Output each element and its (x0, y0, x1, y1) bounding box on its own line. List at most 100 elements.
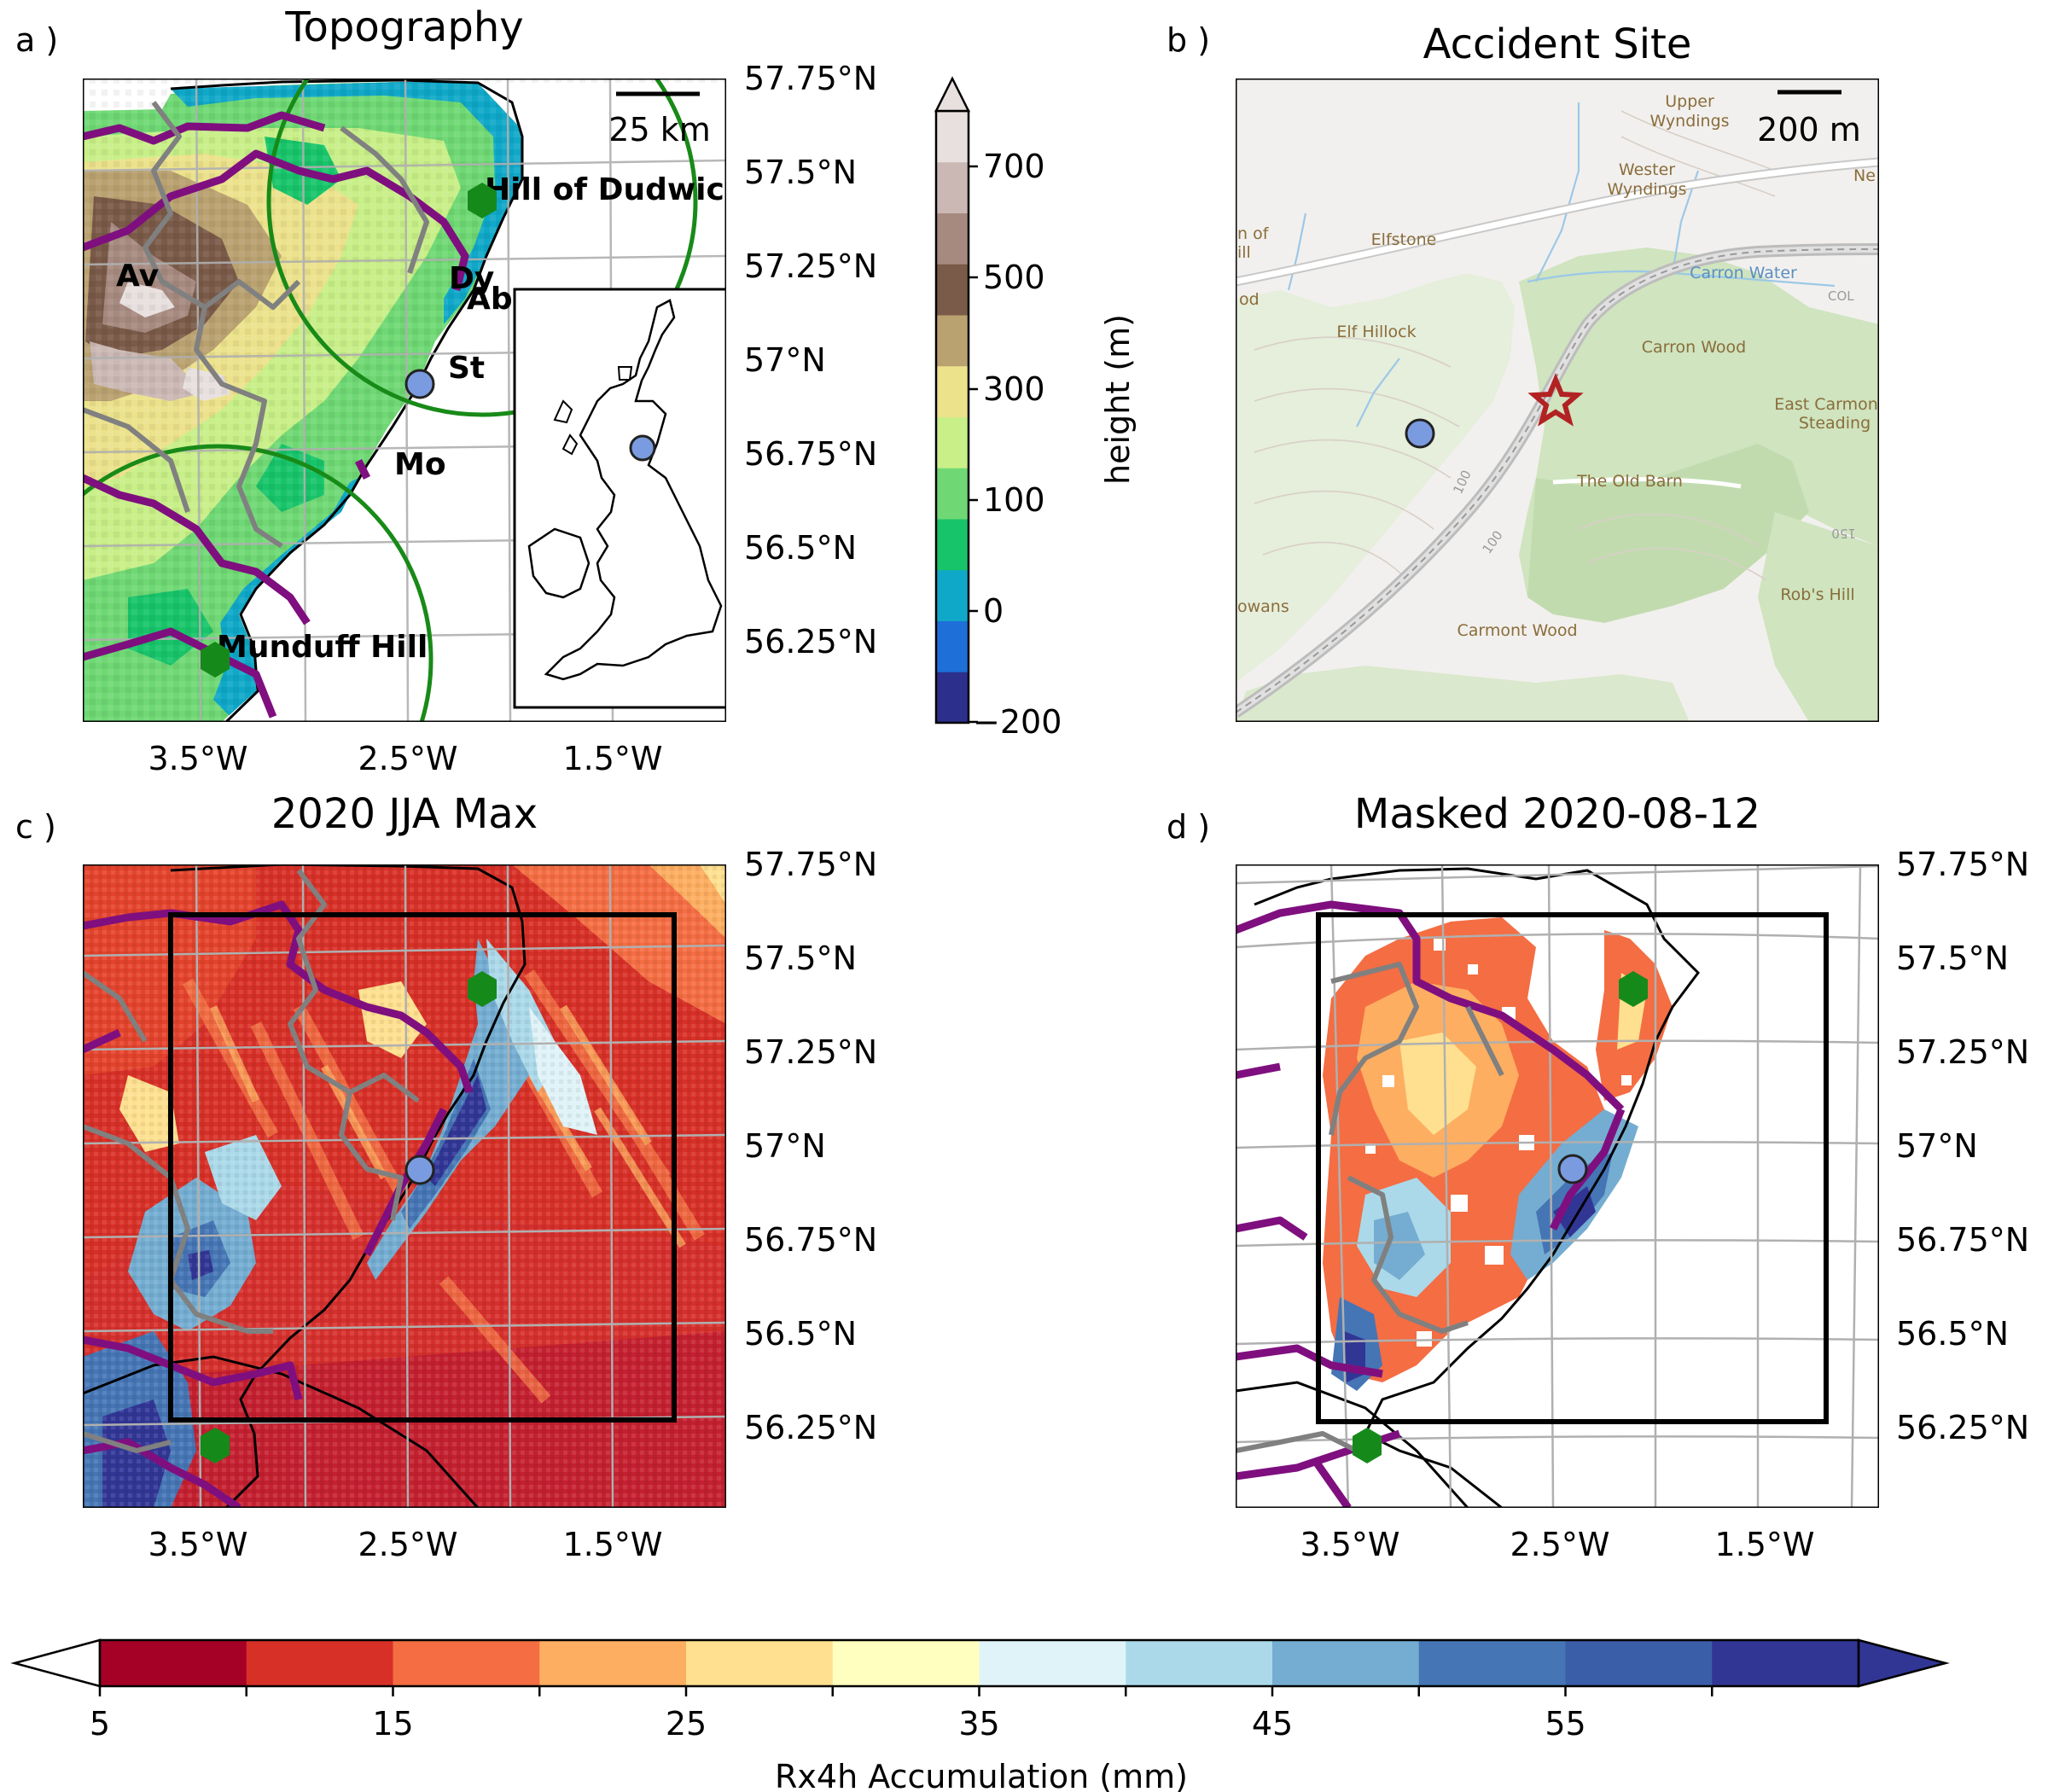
scalebar-label-b: 200 m (1757, 111, 1861, 148)
place-label-mo: Mo (394, 447, 446, 482)
lat-tick-c-4: 56.75°N (744, 1221, 877, 1259)
map-label-of: n of (1237, 224, 1270, 243)
lat-tick-a-2: 57.25°N (744, 247, 877, 285)
lon-ticks-d: 3.5°W 2.5°W 1.5°W (1300, 1526, 1814, 1563)
lat-tick-c-3: 57°N (744, 1127, 826, 1165)
map-label-carron-water: Carron Water (1690, 264, 1797, 282)
lat-tick-d-4: 56.75°N (1896, 1221, 2029, 1259)
rx4h-colorbar-extend-min (10, 1638, 102, 1688)
height-tick-3: 100 (983, 481, 1045, 519)
hill-marker-munduff-d (1353, 1428, 1382, 1463)
map-label-wyndings: Wyndings (1649, 112, 1729, 131)
panel-title-b: Accident Site (1423, 20, 1692, 68)
lat-tick-c-2: 57.25°N (744, 1033, 877, 1071)
rx4h-colorbar: 5 15 25 35 45 55 Rx4h Accumulation (mm) (10, 1638, 1950, 1792)
lat-tick-d-3: 57°N (1896, 1127, 1978, 1165)
lat-tick-c-1: 57.5°N (744, 940, 857, 977)
height-colorbar-segment (936, 519, 969, 571)
lat-tick-a-4: 56.75°N (744, 435, 877, 473)
height-colorbar-segment (936, 212, 969, 265)
lat-tick-d-0: 57.75°N (1896, 846, 2029, 883)
panel-letter-d: d ) (1167, 808, 1210, 846)
rx4h-colorbar-segment (686, 1640, 834, 1686)
rx4h-colorbar-tick-label: 5 (90, 1705, 110, 1743)
accident-marker-c (404, 1155, 435, 1185)
lat-tick-c-6: 56.25°N (744, 1409, 877, 1446)
rx4h-colorbar-segment (393, 1640, 540, 1686)
place-label-dy: Dy (449, 261, 494, 296)
lat-ticks-d: 57.75°N 57.5°N 57.25°N 57°N 56.75°N 56.5… (1896, 846, 2029, 1446)
panel-title-a: Topography (284, 3, 523, 51)
rx4h-colorbar-tick-label: 45 (1252, 1705, 1293, 1743)
hill-marker-munduff-c (201, 1428, 230, 1463)
panel-d: d ) Masked 2020-08-12 (1167, 790, 2029, 1563)
height-colorbar-segment (936, 569, 969, 621)
inset-accident-marker (629, 434, 656, 462)
height-tick-1: 500 (983, 259, 1045, 296)
map-label-the-old-barn: The Old Barn (1576, 472, 1683, 491)
map-label-elfstone: Elfstone (1371, 230, 1437, 249)
height-colorbar-segment (936, 365, 969, 417)
hill-marker-dudwick-c (468, 971, 497, 1007)
rx4h-colorbar-tick-label: 15 (372, 1705, 413, 1743)
map-label-ill: ill (1237, 243, 1251, 262)
map-label-robs-hill: Rob's Hill (1780, 585, 1854, 604)
lon-tick-a-1: 2.5°W (358, 740, 457, 777)
panel-b: b ) Accident Site (1167, 20, 1879, 722)
rx4h-colorbar-segment (979, 1640, 1126, 1686)
panel-a: a ) Topography (15, 3, 1137, 777)
map-label-carmont-wood: Carmont Wood (1457, 621, 1577, 640)
map-contour-col: COL (1828, 288, 1854, 304)
rx4h-colorbar-segment (1126, 1640, 1273, 1686)
hill-marker-dudwick-d (1619, 971, 1648, 1007)
rx4h-colorbar-segment (1712, 1640, 1859, 1686)
rx4h-colorbar-segment (539, 1640, 687, 1686)
lat-tick-d-5: 56.5°N (1896, 1315, 2009, 1353)
lat-tick-a-1: 57.5°N (744, 154, 857, 191)
height-colorbar-segment (936, 264, 969, 316)
lon-tick-a-0: 3.5°W (148, 740, 247, 777)
height-colorbar-segment (936, 111, 969, 163)
map-label-owans: owans (1237, 597, 1289, 616)
height-tick-5: −200 (973, 703, 1062, 741)
accident-site-map: Upper Wyndings Wester Wyndings Ne Elfsto… (1236, 79, 1879, 722)
jja-max-map (83, 864, 726, 1508)
uk-inset-map (513, 288, 726, 709)
height-colorbar-segment (936, 315, 969, 367)
map-label-od: od (1239, 290, 1260, 309)
lon-ticks-a: 3.5°W 2.5°W 1.5°W (148, 740, 662, 777)
height-colorbar-segment (936, 672, 969, 724)
accident-marker-b (1405, 418, 1435, 449)
height-colorbar: 700 500 300 100 0 −200 height (m) (934, 76, 1137, 741)
lat-tick-d-6: 56.25°N (1896, 1409, 2029, 1446)
panel-letter-b: b ) (1167, 21, 1210, 59)
rx4h-colorbar-segment (1418, 1640, 1566, 1686)
height-colorbar-segment (936, 468, 969, 520)
lat-ticks-a: 57.75°N 57.5°N 57.25°N 57°N 56.75°N 56.5… (744, 60, 877, 660)
domain-box-c (168, 912, 677, 1423)
map-label-wester: Wester (1619, 160, 1675, 179)
rx4h-colorbar-label: Rx4h Accumulation (mm) (775, 1758, 1188, 1792)
lat-tick-a-0: 57.75°N (744, 60, 877, 97)
lon-ticks-c: 3.5°W 2.5°W 1.5°W (148, 1526, 662, 1563)
accident-star (1527, 373, 1584, 427)
height-colorbar-segment (936, 416, 969, 468)
height-colorbar-label: height (m) (1099, 314, 1137, 485)
lon-tick-d-2: 1.5°W (1714, 1526, 1814, 1563)
rx4h-colorbar-segment (832, 1640, 980, 1686)
map-contour-150: 150 (1831, 526, 1856, 541)
accident-marker-d (1557, 1154, 1588, 1184)
panel-c: c ) 2020 JJA Max (15, 790, 877, 1563)
panel-title-d: Masked 2020-08-12 (1354, 790, 1760, 838)
place-label-hill-of-dudwick: Hill of Dudwick (485, 172, 746, 207)
height-tick-0: 700 (983, 148, 1045, 185)
rx4h-colorbar-segment (1565, 1640, 1713, 1686)
place-label-ab: Ab (467, 282, 513, 317)
topography-map: Av Dy Ab St Mo Hill of Dudwick Munduff H… (83, 79, 746, 722)
panel-title-c: 2020 JJA Max (271, 790, 538, 838)
map-label-east-carmont: East Carmon (1774, 395, 1878, 414)
rx4h-colorbar-segment (1272, 1640, 1420, 1686)
lon-tick-c-0: 3.5°W (148, 1526, 247, 1563)
rx4h-colorbar-segment (100, 1640, 247, 1686)
height-colorbar-extend-max (934, 76, 971, 113)
